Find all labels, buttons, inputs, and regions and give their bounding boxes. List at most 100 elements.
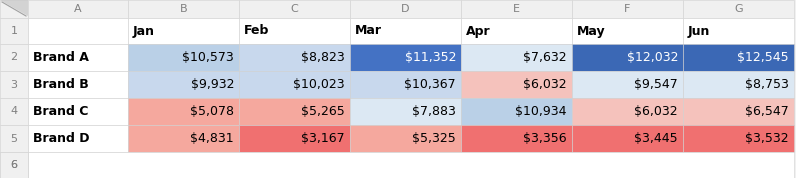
Text: $5,325: $5,325 [412, 132, 456, 145]
Bar [239, 98, 350, 125]
Text: 5: 5 [10, 134, 18, 143]
Text: $5,265: $5,265 [301, 105, 345, 118]
Text: Jun: Jun [688, 25, 710, 38]
Bar [128, 44, 239, 71]
Bar [683, 0, 794, 18]
Bar [683, 18, 794, 44]
Text: Brand B: Brand B [33, 78, 88, 91]
Bar [28, 18, 128, 44]
Text: 6: 6 [10, 160, 18, 170]
Bar [350, 0, 461, 18]
Text: G: G [734, 4, 743, 14]
Bar [0, 44, 28, 71]
Text: $6,547: $6,547 [745, 105, 789, 118]
Bar [461, 98, 572, 125]
Bar [461, 18, 572, 44]
Text: 3: 3 [10, 80, 18, 90]
Bar [0, 152, 28, 178]
Bar [239, 44, 350, 71]
Bar [683, 125, 794, 152]
Bar [128, 125, 239, 152]
Text: A: A [74, 4, 82, 14]
Bar [128, 0, 239, 18]
Bar [128, 71, 239, 98]
Bar [128, 98, 239, 125]
Bar [0, 71, 28, 98]
Text: Mar: Mar [355, 25, 382, 38]
Bar [572, 44, 683, 71]
Bar [572, 0, 683, 18]
Bar [683, 44, 794, 71]
Text: May: May [577, 25, 606, 38]
Bar [461, 0, 572, 18]
Text: Feb: Feb [244, 25, 269, 38]
Polygon shape [0, 0, 28, 16]
Bar [28, 152, 794, 178]
Text: $3,167: $3,167 [302, 132, 345, 145]
Bar [350, 125, 461, 152]
Text: $12,545: $12,545 [737, 51, 789, 64]
Bar [350, 71, 461, 98]
Bar [572, 125, 683, 152]
Bar [28, 98, 128, 125]
Bar [683, 71, 794, 98]
Text: C: C [291, 4, 298, 14]
Text: $7,883: $7,883 [412, 105, 456, 118]
Text: $12,032: $12,032 [626, 51, 678, 64]
Text: $3,445: $3,445 [634, 132, 678, 145]
Bar [350, 18, 461, 44]
Bar [683, 98, 794, 125]
Bar [0, 18, 28, 44]
Text: $5,078: $5,078 [190, 105, 234, 118]
Bar [461, 44, 572, 71]
Text: 2: 2 [10, 53, 18, 62]
Text: $11,352: $11,352 [404, 51, 456, 64]
Bar [239, 125, 350, 152]
Text: $9,932: $9,932 [190, 78, 234, 91]
Text: $4,831: $4,831 [190, 132, 234, 145]
Text: Brand C: Brand C [33, 105, 88, 118]
Text: 6: 6 [10, 160, 18, 170]
Bar [572, 71, 683, 98]
Bar [28, 125, 128, 152]
Text: Brand A: Brand A [33, 51, 89, 64]
Text: $6,032: $6,032 [524, 78, 567, 91]
Text: $9,547: $9,547 [634, 78, 678, 91]
Text: F: F [624, 4, 630, 14]
Bar [0, 0, 28, 18]
Text: Brand D: Brand D [33, 132, 89, 145]
Bar [0, 98, 28, 125]
Bar [239, 71, 350, 98]
Text: Jan: Jan [133, 25, 155, 38]
Bar [239, 18, 350, 44]
Bar [461, 71, 572, 98]
Text: $3,532: $3,532 [745, 132, 789, 145]
Text: B: B [180, 4, 187, 14]
Bar [350, 44, 461, 71]
Text: $6,032: $6,032 [634, 105, 678, 118]
Bar [572, 18, 683, 44]
Bar [0, 125, 28, 152]
Text: $10,573: $10,573 [182, 51, 234, 64]
Bar [28, 71, 128, 98]
Bar [461, 125, 572, 152]
Text: 4: 4 [10, 106, 18, 116]
Bar [128, 18, 239, 44]
Text: $3,356: $3,356 [524, 132, 567, 145]
Bar [0, 152, 28, 178]
Bar [572, 98, 683, 125]
Text: Apr: Apr [466, 25, 490, 38]
Bar [28, 0, 128, 18]
Text: $10,934: $10,934 [516, 105, 567, 118]
Text: $7,632: $7,632 [524, 51, 567, 64]
Text: E: E [513, 4, 520, 14]
Bar [350, 98, 461, 125]
Text: $8,823: $8,823 [301, 51, 345, 64]
Text: $8,753: $8,753 [745, 78, 789, 91]
Bar [28, 44, 128, 71]
Text: $10,023: $10,023 [294, 78, 345, 91]
Bar [239, 0, 350, 18]
Text: D: D [401, 4, 410, 14]
Text: 1: 1 [10, 26, 18, 36]
Text: $10,367: $10,367 [404, 78, 456, 91]
